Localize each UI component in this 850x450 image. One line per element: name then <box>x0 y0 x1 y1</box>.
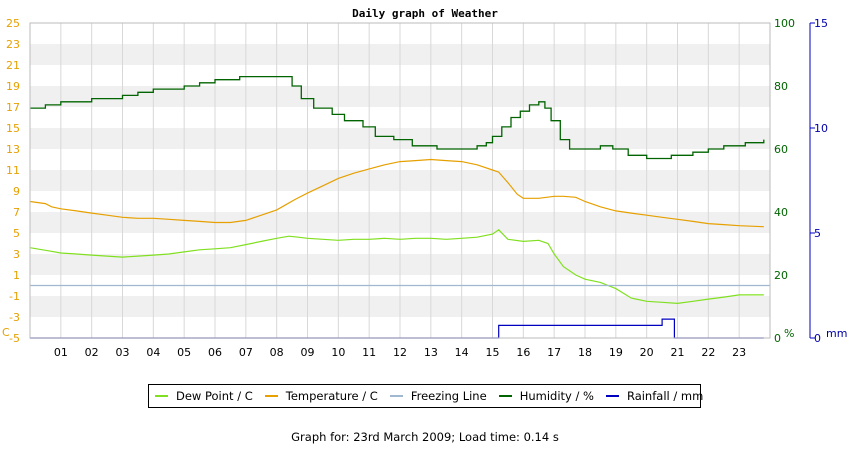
x-tick-label: 23 <box>732 346 746 359</box>
y-tick-label-temp: 21 <box>6 59 20 72</box>
legend-swatch <box>264 395 278 397</box>
series-line-rainfall-mm <box>30 318 764 339</box>
x-tick-label: 12 <box>393 346 407 359</box>
x-tick-label: 20 <box>640 346 654 359</box>
x-tick-label: 02 <box>85 346 99 359</box>
legend-swatch <box>605 395 619 397</box>
x-tick-label: 11 <box>362 346 376 359</box>
footer-status: Graph for: 23rd March 2009; Load time: 0… <box>291 430 559 444</box>
series-line-temperature-c <box>29 158 764 228</box>
series-lines <box>29 75 770 339</box>
y-tick-label-temp: 19 <box>6 80 20 93</box>
y-tick-label-temp: 3 <box>13 248 20 261</box>
chart-title: Daily graph of Weather <box>352 7 498 20</box>
legend-label: Rainfall / mm <box>626 389 704 403</box>
x-tick-label: 22 <box>701 346 715 359</box>
legend-swatch <box>498 395 512 397</box>
series-line-humidity <box>30 75 765 160</box>
y-tick-label-humidity: 60 <box>774 143 788 156</box>
x-tick-label: 10 <box>331 346 345 359</box>
x-tick-label: 15 <box>486 346 500 359</box>
x-tick-label: 03 <box>116 346 130 359</box>
y-tick-label-temp: 23 <box>6 38 20 51</box>
y-tick-label-temp: -5 <box>9 332 20 345</box>
y-tick-label-rain: 10 <box>814 122 828 135</box>
legend-label: Dew Point / C <box>176 389 253 403</box>
legend-swatch <box>155 395 168 397</box>
y-tick-label-humidity: 40 <box>774 206 788 219</box>
y-tick-label-rain: 15 <box>814 17 828 30</box>
x-tick-label: 16 <box>516 346 530 359</box>
x-tick-label: 01 <box>54 346 68 359</box>
x-tick-label: 18 <box>578 346 592 359</box>
y-tick-label-humidity: 80 <box>774 80 788 93</box>
legend-item-dew-point: Dew Point / C <box>155 389 253 403</box>
legend: Dew Point / C Temperature / C Freezing L… <box>148 384 704 408</box>
x-tick-label: 14 <box>455 346 469 359</box>
y-tick-label-temp: 7 <box>13 206 20 219</box>
x-tick-label: 19 <box>609 346 623 359</box>
legend-item-temperature: Temperature / C <box>264 389 378 403</box>
legend-label: Humidity / % <box>519 389 594 403</box>
x-tick-label: 17 <box>547 346 561 359</box>
legend-item-rainfall: Rainfall / mm <box>605 389 704 403</box>
x-tick-label: 05 <box>177 346 191 359</box>
y-tick-label-humidity: 0 <box>774 332 781 345</box>
y-tick-label-rain: 5 <box>814 227 821 240</box>
y-tick-label-temp: 5 <box>13 227 20 240</box>
y-tick-label-temp: 9 <box>13 185 20 198</box>
y-tick-label-rain: 0 <box>814 332 821 345</box>
y-tick-label-temp: -3 <box>9 311 20 324</box>
y-tick-label-temp: -1 <box>9 290 20 303</box>
legend-item-humidity: Humidity / % <box>498 389 594 403</box>
x-tick-label: 04 <box>146 346 160 359</box>
x-tick-label: 07 <box>239 346 253 359</box>
series-line-dew-point-c <box>29 229 764 305</box>
x-tick-label: 13 <box>424 346 438 359</box>
y-tick-label-temp: 1 <box>13 269 20 282</box>
y-tick-label-humidity: 100 <box>774 17 795 30</box>
legend-item-freezing-line: Freezing Line <box>389 389 487 403</box>
y-tick-label-temp: 25 <box>6 17 20 30</box>
legend-swatch <box>389 395 403 397</box>
plot-frame <box>29 22 771 339</box>
x-tick-label: 09 <box>301 346 315 359</box>
x-tick-label: 06 <box>208 346 222 359</box>
legend-label: Temperature / C <box>285 389 378 403</box>
legend-label: Freezing Line <box>410 389 487 403</box>
y-axis-unit-humidity: % <box>784 327 794 340</box>
y-tick-label-humidity: 20 <box>774 269 788 282</box>
y-axis-unit-rain: mm <box>826 327 847 340</box>
y-tick-label-temp: 17 <box>6 101 20 114</box>
y-tick-label-temp: 15 <box>6 122 20 135</box>
x-tick-label: 08 <box>270 346 284 359</box>
y-axis-unit-temp: C <box>2 326 10 339</box>
x-tick-label: 21 <box>671 346 685 359</box>
y-tick-label-temp: 13 <box>6 143 20 156</box>
y-tick-label-temp: 11 <box>6 164 20 177</box>
